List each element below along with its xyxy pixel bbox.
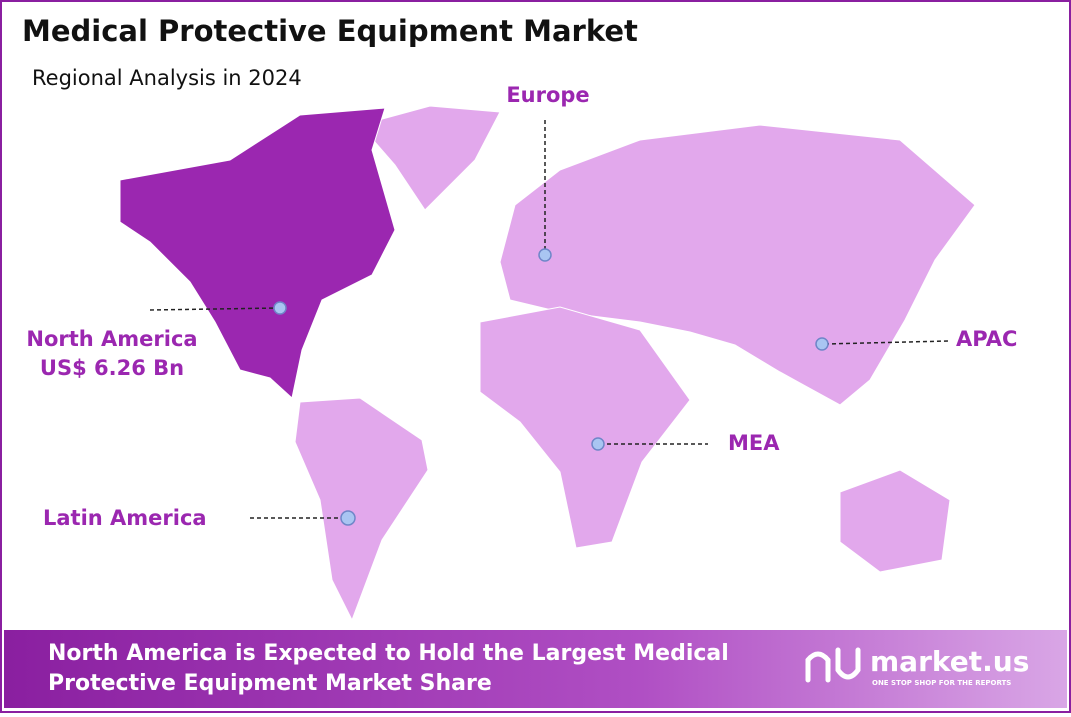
australia [839, 469, 951, 573]
brand: market.us [870, 645, 1029, 678]
footer-band [4, 630, 1067, 708]
world-map [119, 105, 976, 622]
region-label: Europe [506, 83, 589, 107]
marker [273, 301, 287, 315]
africa [479, 306, 691, 549]
greenland [359, 105, 501, 211]
marker [815, 337, 829, 351]
tagline: ONE STOP SHOP FOR THE REPORTS [872, 679, 1011, 687]
footer-headline: Protective Equipment Market Share [48, 671, 492, 696]
region-label: MEA [728, 431, 780, 455]
marker [591, 437, 605, 451]
leader-line [149, 307, 279, 311]
region-label: Latin America [43, 506, 207, 530]
north-america [119, 107, 396, 399]
south-america [294, 397, 429, 622]
title: Medical Protective Equipment Market [22, 14, 638, 48]
subtitle: Regional Analysis in 2024 [32, 66, 302, 90]
eurasia [499, 124, 976, 406]
region-label: North America [26, 327, 197, 351]
region-label: APAC [956, 327, 1017, 351]
footer-headline: North America is Expected to Hold the La… [48, 641, 729, 666]
logo-icon [805, 647, 861, 683]
marker [538, 248, 552, 262]
region-value: US$ 6.26 Bn [40, 356, 184, 380]
marker [340, 510, 356, 526]
